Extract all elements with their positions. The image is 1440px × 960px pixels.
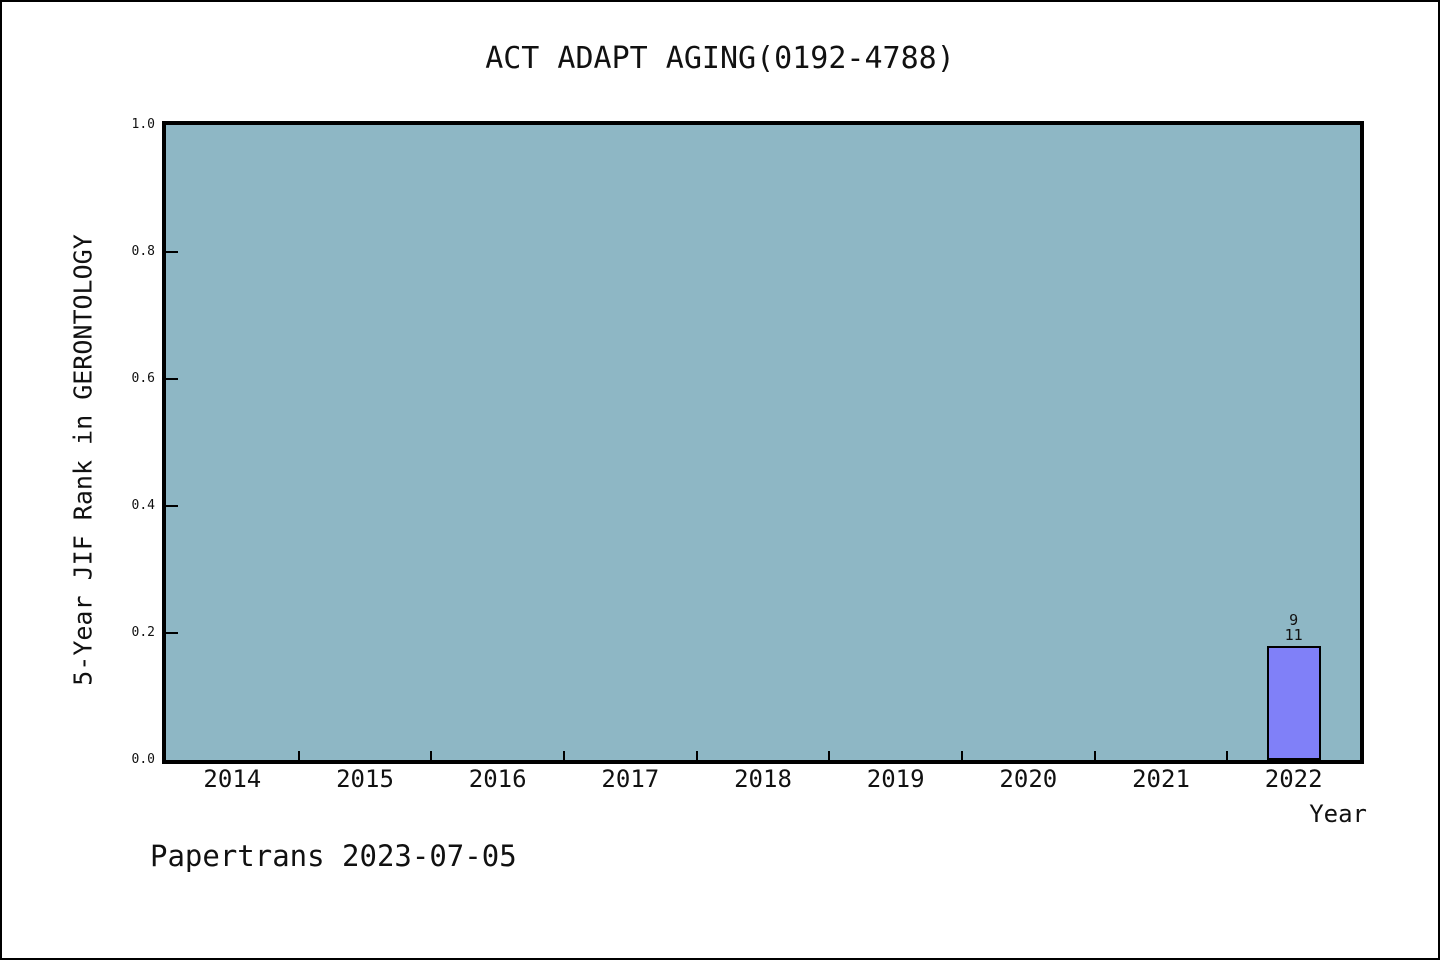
- x-tick-label: 2021: [1132, 765, 1190, 793]
- x-tick-mark: [297, 751, 300, 760]
- plot-area: 9 11: [162, 121, 1364, 764]
- y-tick-mark: [166, 378, 178, 380]
- x-tick-mark: [430, 751, 433, 760]
- x-tick-label: 2014: [203, 765, 262, 793]
- y-tick-label: 1.0: [131, 117, 155, 132]
- chart-title: ACT ADAPT AGING(0192-4788): [485, 41, 955, 76]
- y-tick-label: 0.4: [131, 498, 155, 513]
- y-tick-label: 0.6: [131, 371, 155, 386]
- bar-value-label: 9 11: [1284, 611, 1303, 644]
- x-tick-mark: [695, 751, 698, 760]
- x-axis-label: Year: [1309, 800, 1367, 828]
- x-tick-label: 2016: [468, 765, 527, 793]
- x-tick-label: 2018: [734, 765, 792, 793]
- x-tick-mark: [1226, 751, 1229, 760]
- footer-watermark: Papertrans 2023-07-05: [150, 839, 517, 873]
- x-tick-label: 2019: [866, 765, 925, 793]
- y-axis-label: 5-Year JIF Rank in GERONTOLOGY: [68, 234, 98, 686]
- x-tick-label: 2015: [336, 765, 394, 793]
- x-tick-mark: [563, 751, 565, 760]
- bar-2022: [1266, 646, 1321, 760]
- y-tick-mark: [166, 632, 178, 634]
- y-tick-label: 0.8: [131, 244, 155, 259]
- x-tick-label: 2020: [999, 765, 1058, 793]
- x-tick-mark: [828, 751, 831, 760]
- x-tick-mark: [961, 751, 963, 760]
- y-tick-label: 0.2: [131, 625, 155, 640]
- y-tick-label: 0.0: [131, 752, 155, 767]
- x-tick-mark: [1093, 751, 1096, 760]
- x-tick-label: 2022: [1264, 765, 1323, 793]
- x-tick-label: 2017: [601, 765, 660, 793]
- y-tick-mark: [166, 251, 178, 253]
- y-tick-mark: [166, 505, 178, 507]
